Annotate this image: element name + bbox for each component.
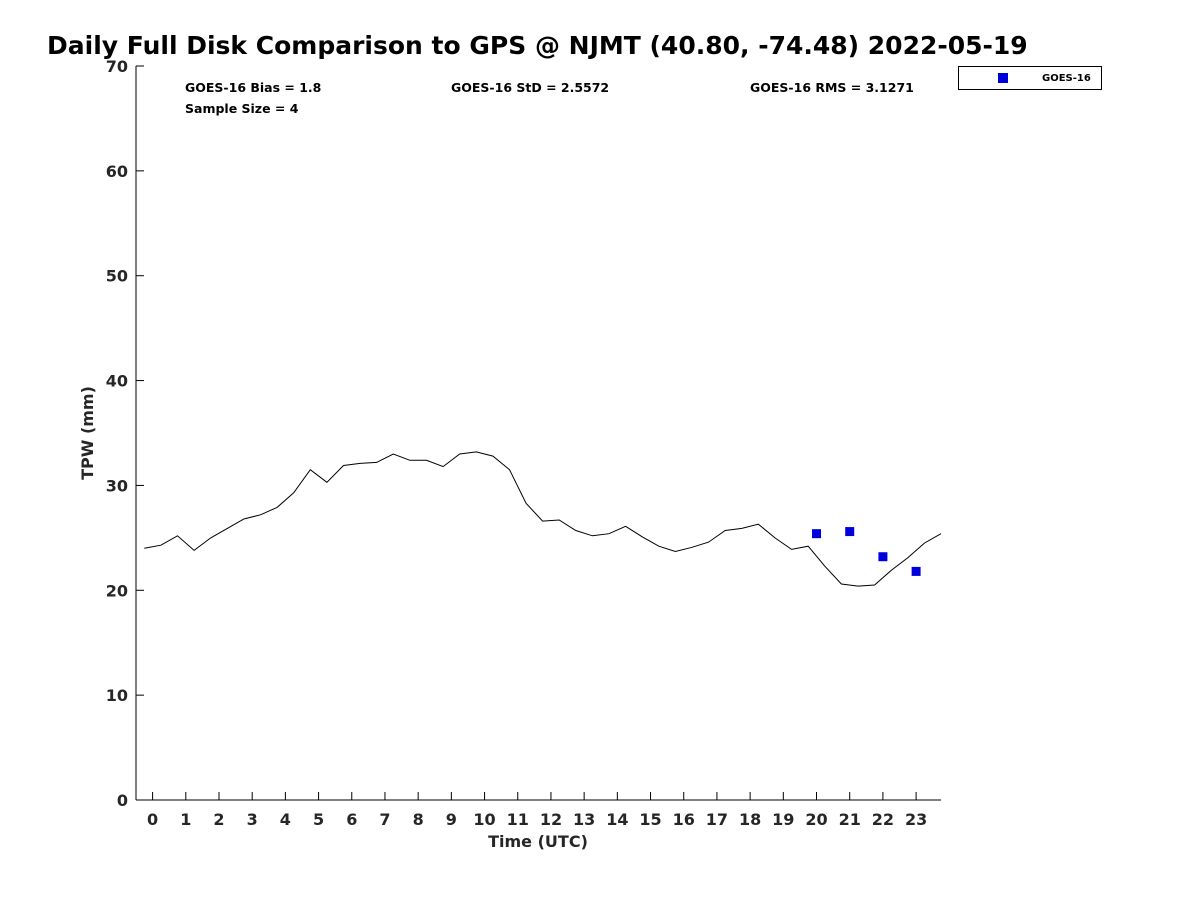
goes16-data-point: [812, 529, 822, 539]
legend-box: [958, 66, 1102, 90]
y-tick-label: 40: [106, 372, 128, 391]
sample-size-stat: Sample Size = 4: [185, 101, 299, 116]
rms-stat: GOES-16 RMS = 3.1271: [750, 80, 914, 95]
x-tick-label: 17: [706, 810, 728, 829]
x-tick-label: 21: [839, 810, 861, 829]
x-tick-label: 9: [446, 810, 457, 829]
y-axis-label: TPW (mm): [78, 386, 97, 480]
x-tick-label: 8: [413, 810, 424, 829]
plot-axes: [135, 66, 941, 801]
x-tick-label: 16: [673, 810, 695, 829]
x-tick-label: 1: [180, 810, 191, 829]
bias-stat: GOES-16 Bias = 1.8: [185, 80, 321, 95]
legend-label-goes16: GOES-16: [1042, 73, 1091, 84]
std-stat: GOES-16 StD = 2.5572: [451, 80, 609, 95]
x-tick-label: 2: [213, 810, 224, 829]
x-tick-label: 18: [739, 810, 761, 829]
y-tick-label: 0: [117, 791, 128, 810]
y-tick-label: 30: [106, 476, 128, 495]
x-tick-label: 14: [606, 810, 628, 829]
y-tick-label: 20: [106, 581, 128, 600]
x-tick-label: 19: [772, 810, 794, 829]
goes16-marker-series: [812, 527, 921, 576]
x-tick-label: 23: [905, 810, 927, 829]
goes16-data-point: [911, 566, 921, 576]
x-tick-label: 7: [379, 810, 390, 829]
x-tick-label: 15: [639, 810, 661, 829]
y-tick-label: 60: [106, 162, 128, 181]
x-tick-label: 3: [247, 810, 258, 829]
x-tick-label: 5: [313, 810, 324, 829]
legend-square-marker-icon: [998, 73, 1008, 83]
gps-tpw-line-series: [144, 451, 942, 587]
x-tick-label: 12: [540, 810, 562, 829]
x-tick-label: 22: [872, 810, 894, 829]
y-tick-label: 50: [106, 267, 128, 286]
x-axis-label: Time (UTC): [488, 832, 588, 851]
x-tick-label: 13: [573, 810, 595, 829]
x-tick-label: 4: [280, 810, 291, 829]
goes16-data-point: [878, 552, 888, 562]
chart-title: Daily Full Disk Comparison to GPS @ NJMT…: [47, 31, 1028, 60]
x-tick-label: 0: [147, 810, 158, 829]
x-tick-label: 10: [473, 810, 495, 829]
legend: GOES-16: [958, 66, 1102, 90]
goes16-data-point: [845, 527, 855, 537]
y-tick-label: 10: [106, 686, 128, 705]
x-tick-label: 20: [805, 810, 827, 829]
gps-tpw-line: [144, 451, 942, 587]
y-tick-label: 70: [106, 57, 128, 76]
x-tick-label: 11: [507, 810, 529, 829]
x-tick-label: 6: [346, 810, 357, 829]
